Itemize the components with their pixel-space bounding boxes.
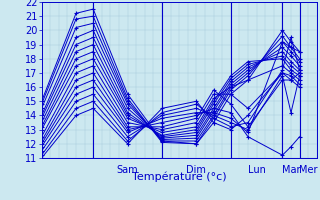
Text: Dim: Dim — [187, 165, 206, 175]
Text: Lun: Lun — [248, 165, 266, 175]
Text: Sam: Sam — [117, 165, 139, 175]
X-axis label: Température (°c): Température (°c) — [132, 172, 227, 182]
Text: Mar: Mar — [282, 165, 300, 175]
Text: Mer: Mer — [299, 165, 317, 175]
